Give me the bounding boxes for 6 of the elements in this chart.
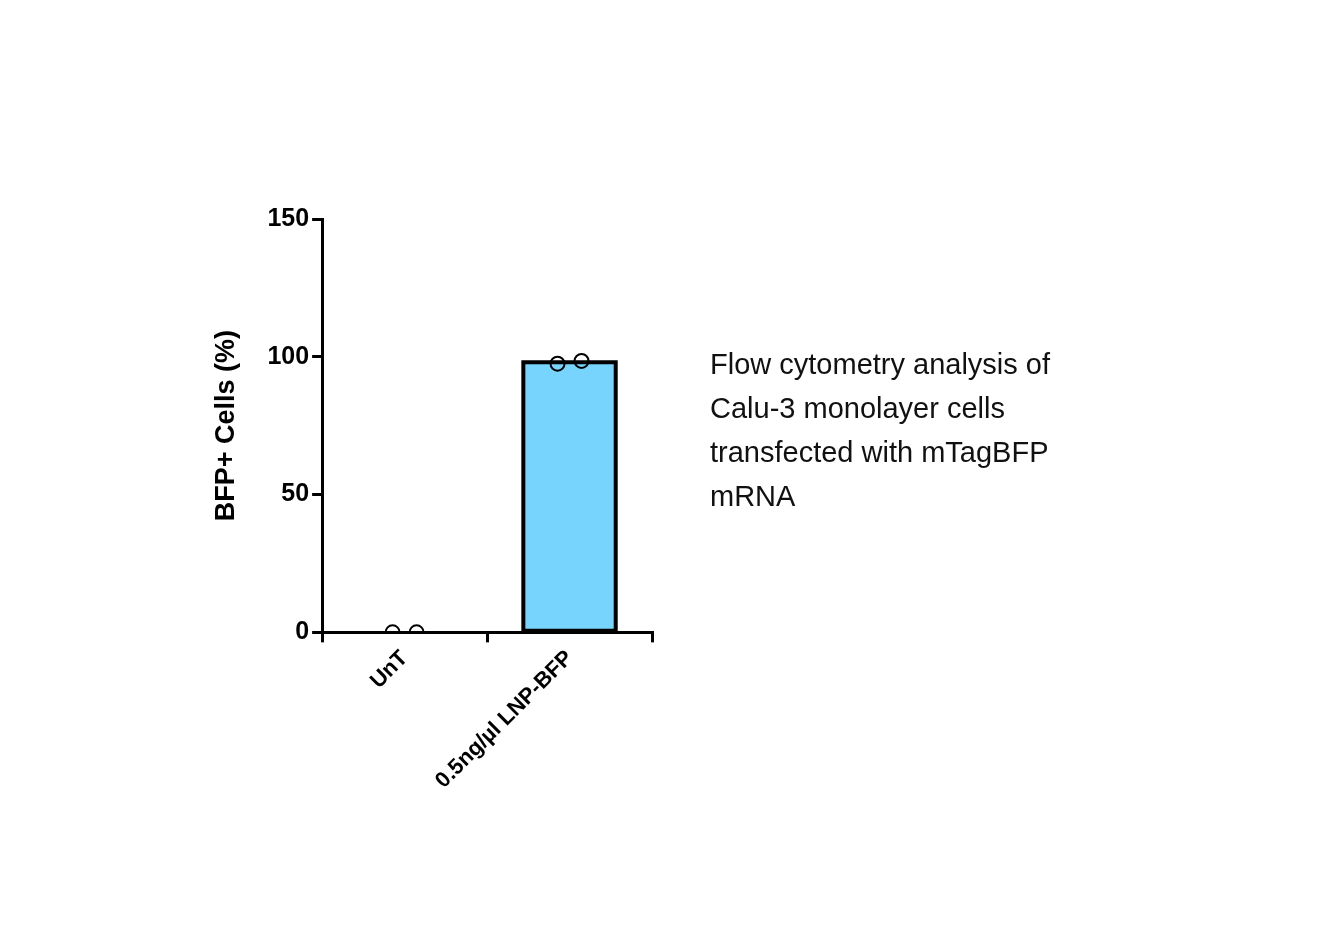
y-tick-label: 150 (267, 202, 310, 231)
text: Flow cytometry analysis of Calu-3 monolayer cells transfected with mTagBFP mRNA (710, 347, 1052, 514)
y-tick-label: 100 (267, 340, 310, 369)
y-axis-title: BFP+ Cells (%) (209, 330, 240, 522)
y-tick-label: 0 (295, 616, 310, 645)
y-tick-label: 50 (281, 478, 310, 507)
